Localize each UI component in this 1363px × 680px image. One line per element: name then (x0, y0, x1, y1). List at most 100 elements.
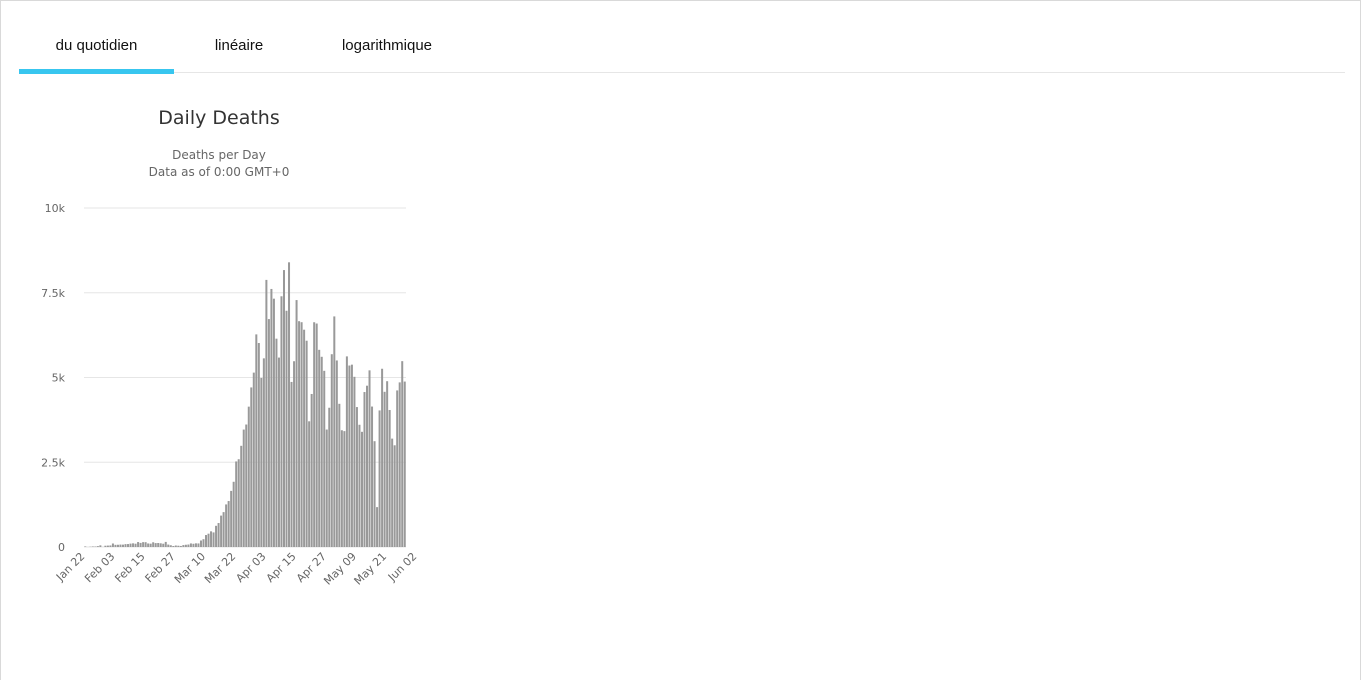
bar (336, 360, 338, 547)
bar (288, 262, 290, 547)
bar (167, 545, 169, 547)
bar (361, 432, 363, 547)
bar (205, 535, 207, 547)
bar (192, 544, 194, 547)
bar (268, 319, 270, 547)
bar (321, 357, 323, 547)
bar (107, 546, 109, 547)
bar (265, 280, 267, 547)
bar (358, 425, 360, 547)
bar (97, 546, 99, 547)
bar (162, 544, 164, 547)
bar (137, 542, 139, 547)
bar (215, 526, 217, 547)
bar (172, 546, 174, 547)
bar (180, 546, 182, 547)
bar (379, 410, 381, 547)
bar (165, 542, 167, 547)
x-tick-label: May 21 (352, 550, 390, 588)
bar (132, 543, 134, 547)
bar (301, 322, 303, 547)
bar (210, 531, 212, 547)
bar (170, 545, 172, 547)
bar (84, 546, 86, 547)
bar (343, 431, 345, 547)
bar (157, 543, 159, 547)
bar (197, 543, 199, 547)
bar (240, 446, 242, 547)
bar (381, 369, 383, 547)
y-tick-label: 7.5k (41, 287, 65, 300)
y-tick-label: 2.5k (41, 456, 65, 469)
bar (195, 543, 197, 547)
bar (235, 461, 237, 547)
bar (353, 377, 355, 547)
daily-deaths-chart: Daily Deaths Deaths per Day Data as of 0… (0, 0, 420, 657)
bar (363, 392, 365, 547)
bar (286, 311, 288, 547)
bar (316, 324, 318, 547)
bar (225, 504, 227, 547)
bar (147, 543, 149, 547)
bar (104, 546, 106, 547)
bar (213, 532, 215, 547)
bar (396, 390, 398, 547)
bar (341, 430, 343, 547)
bar (401, 361, 403, 547)
bar (333, 316, 335, 547)
bar (306, 341, 308, 547)
bar (291, 382, 293, 547)
bar (114, 545, 116, 547)
bar (182, 545, 184, 547)
x-tick-label: Apr 15 (264, 550, 299, 585)
bar (260, 378, 262, 547)
bar (374, 441, 376, 547)
bar (140, 543, 142, 547)
bar (243, 430, 245, 547)
bar (323, 371, 325, 547)
bar (386, 381, 388, 547)
bar (245, 425, 247, 547)
bar (119, 545, 121, 547)
bar (92, 546, 94, 547)
bar (313, 322, 315, 547)
bar (283, 270, 285, 547)
bar (152, 542, 154, 547)
bar (109, 545, 111, 547)
bar (318, 350, 320, 547)
bar (177, 546, 179, 547)
bar (223, 512, 225, 547)
bar (250, 387, 252, 547)
bar (376, 507, 378, 547)
bar (296, 300, 298, 547)
bar (122, 545, 124, 547)
bar (175, 546, 177, 547)
bar (328, 408, 330, 547)
x-tick-label: Feb 03 (82, 550, 117, 585)
bar (150, 544, 152, 547)
bar (160, 543, 162, 547)
y-tick-label: 5k (52, 372, 66, 385)
bar (187, 545, 189, 547)
bar (369, 370, 371, 547)
bar (155, 543, 157, 547)
bar (273, 299, 275, 547)
bar (202, 539, 204, 547)
bar (99, 545, 101, 547)
bar (208, 534, 210, 547)
x-tick-label: Jan 22 (53, 550, 87, 584)
bar (233, 482, 235, 547)
bar (326, 430, 328, 547)
bar (404, 382, 406, 547)
bar (399, 382, 401, 547)
x-tick-label: Jun 02 (385, 550, 419, 584)
bar (366, 386, 368, 547)
bar (389, 410, 391, 547)
bar (384, 392, 386, 547)
bar (220, 516, 222, 547)
x-tick-label: May 09 (321, 550, 359, 588)
bar (135, 544, 137, 547)
bar (275, 339, 277, 547)
